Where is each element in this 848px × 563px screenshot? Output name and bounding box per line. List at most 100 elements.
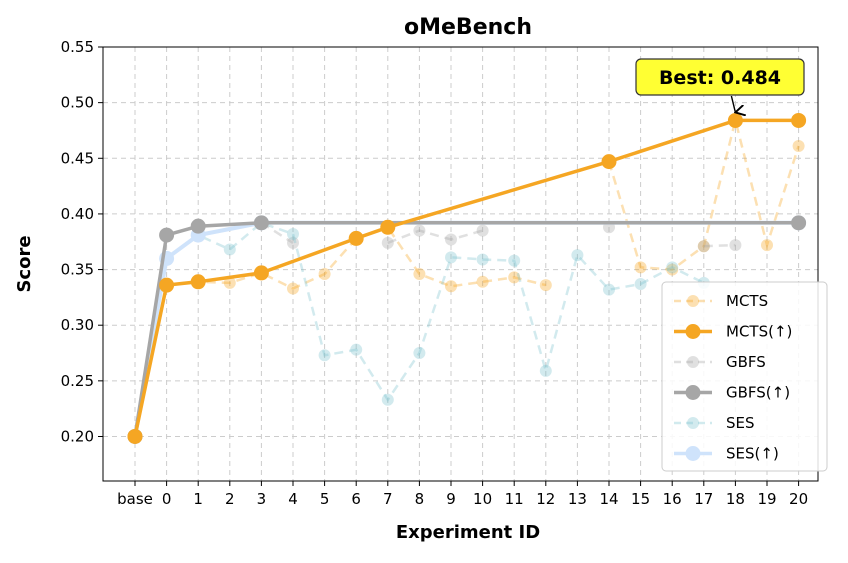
data-point xyxy=(571,249,584,262)
grid xyxy=(103,46,818,481)
data-point xyxy=(666,261,679,274)
legend-label: GBFS xyxy=(726,353,766,371)
legend-item: SES(↑) xyxy=(674,445,779,463)
legend-label: GBFS(↑) xyxy=(726,384,790,402)
data-point xyxy=(445,233,457,246)
legend-item: SES xyxy=(674,414,755,432)
y-tick-label: 0.40 xyxy=(61,205,94,223)
best-annotation: Best: 0.484 xyxy=(635,58,805,112)
legend-swatch-marker xyxy=(687,417,699,429)
plot-frame xyxy=(102,46,819,482)
data-point xyxy=(159,277,175,293)
data-point xyxy=(287,282,299,295)
data-point xyxy=(539,279,552,292)
data-point xyxy=(476,253,489,266)
y-axis: 0.20 0.25 0.30 0.35 0.40 0.45 0.50 0.55 xyxy=(61,38,103,445)
x-tick-label: base xyxy=(117,490,153,508)
data-point xyxy=(413,224,426,237)
data-point xyxy=(603,283,615,296)
y-tick-label: 0.50 xyxy=(61,94,94,112)
y-tick-label: 0.30 xyxy=(61,316,94,334)
data-point xyxy=(697,240,710,253)
data-point xyxy=(476,224,489,237)
x-tick-label: 18 xyxy=(726,490,745,508)
x-tick-label: 4 xyxy=(288,490,298,508)
legend-label: SES(↑) xyxy=(726,445,779,463)
legend: MCTS MCTS(↑) GBFS GBFS(↑) SES SES(↑) xyxy=(661,281,828,472)
data-point xyxy=(539,364,552,377)
data-point xyxy=(445,251,457,264)
legend-item: GBFS xyxy=(674,353,766,371)
series-line xyxy=(607,120,800,271)
series-line xyxy=(133,221,705,437)
data-point xyxy=(508,254,521,267)
data-point xyxy=(381,236,394,249)
data-point xyxy=(287,236,299,249)
x-tick-label: 3 xyxy=(257,490,267,508)
x-tick-label: 16 xyxy=(663,490,682,508)
x-tick-label: 20 xyxy=(789,490,808,508)
data-point xyxy=(380,219,396,235)
y-tick-label: 0.45 xyxy=(61,149,94,167)
data-point xyxy=(318,268,331,281)
data-point xyxy=(223,276,236,289)
chart-title: oMeBench xyxy=(404,15,532,40)
legend-label: SES xyxy=(726,414,755,432)
data-point xyxy=(508,271,521,284)
x-tick-label: 12 xyxy=(536,490,555,508)
data-point xyxy=(350,343,363,356)
x-tick-label: 1 xyxy=(193,490,203,508)
data-point xyxy=(381,393,394,406)
legend-swatch-marker xyxy=(685,385,701,400)
series-line xyxy=(387,229,483,245)
legend-swatch-marker xyxy=(687,356,699,368)
data-point xyxy=(729,239,742,252)
data-point xyxy=(190,274,206,290)
y-axis-label: Score xyxy=(14,235,35,292)
y-tick-label: 0.55 xyxy=(61,38,94,56)
data-point xyxy=(727,112,743,128)
data-point xyxy=(253,215,269,231)
x-tick-label: 0 xyxy=(162,490,172,508)
data-point xyxy=(601,154,617,170)
y-tick-label: 0.25 xyxy=(61,372,94,390)
data-point xyxy=(634,278,647,291)
data-point xyxy=(476,275,489,288)
data-point xyxy=(791,112,807,128)
y-tick-label: 0.20 xyxy=(61,427,94,445)
legend-label: MCTS xyxy=(726,292,768,310)
x-tick-label: 10 xyxy=(473,490,492,508)
series-mcts-best xyxy=(127,112,807,444)
data-point xyxy=(413,347,426,360)
x-tick-label: 5 xyxy=(320,490,330,508)
data-point xyxy=(697,240,710,253)
x-tick-label: 19 xyxy=(757,490,776,508)
x-axis: base 0 1 2 3 4 5 6 7 8 9 10 11 12 13 14 15 16 17 18 19 20 xyxy=(117,481,808,508)
legend-swatch-marker xyxy=(685,446,701,461)
legend-item: GBFS(↑) xyxy=(674,384,790,402)
legend-swatch-marker xyxy=(687,295,699,307)
data-point xyxy=(791,215,807,231)
data-point xyxy=(287,227,299,240)
series-line xyxy=(703,243,736,248)
x-tick-label: 7 xyxy=(383,490,393,508)
legend-label: MCTS(↑) xyxy=(726,323,792,341)
data-point xyxy=(253,265,269,281)
data-point xyxy=(159,227,175,243)
x-tick-label: 13 xyxy=(568,490,587,508)
x-tick-label: 17 xyxy=(694,490,713,508)
legend-box xyxy=(661,281,828,472)
x-tick-label: 11 xyxy=(505,490,524,508)
legend-swatch-marker xyxy=(685,324,701,339)
data-point xyxy=(445,280,457,293)
data-point xyxy=(634,261,647,274)
data-point xyxy=(190,218,206,234)
x-axis-label: Experiment ID xyxy=(396,522,540,543)
data-point xyxy=(223,243,236,256)
annotation-text: Best: 0.484 xyxy=(659,67,781,89)
x-tick-label: 15 xyxy=(631,490,650,508)
annotation-box xyxy=(635,58,805,96)
y-tick-label: 0.35 xyxy=(61,261,94,279)
